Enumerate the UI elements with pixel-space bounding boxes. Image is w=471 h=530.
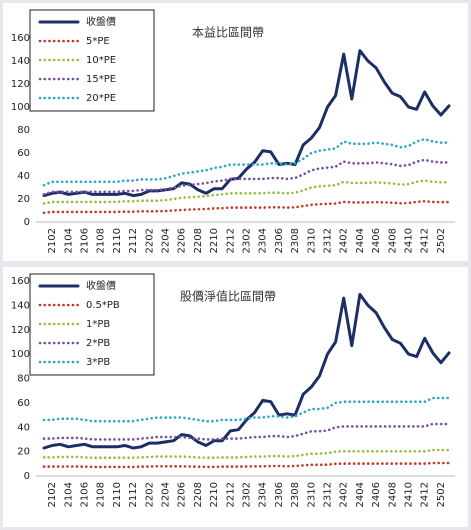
series-line — [42, 461, 451, 469]
x-tick-label: 2212 — [225, 482, 236, 507]
y-tick-label: 20 — [17, 194, 30, 205]
x-tick-label: 2204 — [161, 482, 172, 507]
x-tick-label: 2502 — [436, 228, 447, 253]
y-tick-label: 140 — [11, 300, 30, 311]
x-tick-label: 2306 — [274, 482, 285, 507]
series-line — [42, 292, 451, 450]
x-tick-label: 2104 — [63, 228, 74, 253]
x-tick-label: 2112 — [128, 482, 139, 507]
x-tick-label: 2412 — [420, 482, 431, 507]
x-tick-label: 2302 — [242, 482, 253, 507]
x-tick-label: 2308 — [290, 482, 301, 507]
x-tick-label: 2406 — [371, 228, 382, 253]
x-tick-label: 2210 — [209, 482, 220, 507]
x-tick-label: 2404 — [355, 228, 366, 253]
x-tick-label: 2308 — [290, 228, 301, 253]
legend-label: 收盤價 — [86, 279, 116, 292]
y-tick-label: 120 — [11, 325, 30, 336]
x-tick-label: 2410 — [404, 482, 415, 507]
x-tick-label: 2206 — [177, 482, 188, 507]
x-tick-label: 2202 — [144, 228, 155, 253]
x-tick-label: 2410 — [404, 228, 415, 253]
y-tick-label: 40 — [17, 422, 30, 433]
x-tick-label: 2204 — [161, 228, 172, 253]
legend-label: 2*PB — [86, 338, 110, 349]
y-tick-label: 60 — [17, 148, 30, 159]
x-tick-label: 2312 — [323, 228, 334, 253]
x-tick-label: 2310 — [306, 482, 317, 507]
legend-label: 15*PE — [86, 74, 116, 85]
y-tick-label: 0 — [24, 217, 30, 228]
y-tick-label: 160 — [11, 276, 30, 287]
x-tick-label: 2412 — [420, 228, 431, 253]
legend-label: 10*PE — [86, 55, 116, 66]
y-tick-label: 20 — [17, 447, 30, 458]
series-line — [42, 179, 451, 205]
legend-label: 收盤價 — [86, 15, 116, 28]
series-line — [42, 137, 451, 187]
y-tick-label: 60 — [17, 398, 30, 409]
legend-label: 1*PB — [86, 319, 110, 330]
x-tick-label: 2202 — [144, 482, 155, 507]
x-tick-label: 2304 — [258, 228, 269, 253]
x-tick-label: 2312 — [323, 482, 334, 507]
x-tick-label: 2108 — [96, 228, 107, 253]
x-tick-label: 2408 — [387, 482, 398, 507]
x-tick-label: 2406 — [371, 482, 382, 507]
x-tick-label: 2302 — [242, 228, 253, 253]
x-tick-label: 2106 — [80, 482, 91, 507]
y-tick-label: 80 — [17, 374, 30, 385]
series-line — [42, 448, 451, 459]
x-tick-label: 2104 — [63, 482, 74, 507]
y-tick-label: 100 — [11, 102, 30, 113]
series-line — [42, 158, 451, 196]
x-tick-label: 2102 — [47, 228, 58, 253]
series-line — [42, 200, 451, 215]
y-tick-label: 0 — [24, 471, 30, 482]
x-tick-label: 2106 — [80, 228, 91, 253]
legend-label: 20*PE — [86, 93, 116, 104]
y-tick-label: 80 — [17, 125, 30, 136]
x-tick-label: 2408 — [387, 228, 398, 253]
x-tick-label: 2110 — [112, 228, 123, 253]
chart-title: 股價淨值比區間帶 — [180, 289, 276, 304]
x-tick-label: 2502 — [436, 482, 447, 507]
legend-label: 0.5*PB — [86, 300, 120, 311]
x-tick-label: 2210 — [209, 228, 220, 253]
x-tick-label: 2108 — [96, 482, 107, 507]
x-tick-label: 2208 — [193, 482, 204, 507]
series-line — [42, 396, 451, 423]
x-tick-label: 2402 — [339, 482, 350, 507]
x-tick-label: 2112 — [128, 228, 139, 253]
x-tick-label: 2102 — [47, 482, 58, 507]
chart-title: 本益比區間帶 — [192, 26, 264, 40]
series-line — [42, 422, 451, 441]
y-tick-label: 160 — [11, 33, 30, 44]
legend-label: 5*PE — [86, 36, 110, 47]
y-tick-label: 120 — [11, 79, 30, 90]
x-tick-label: 2402 — [339, 228, 350, 253]
x-tick-label: 2206 — [177, 228, 188, 253]
y-tick-label: 40 — [17, 171, 30, 182]
y-tick-label: 140 — [11, 56, 30, 67]
x-tick-label: 2208 — [193, 228, 204, 253]
series-line — [42, 49, 451, 198]
x-tick-label: 2110 — [112, 482, 123, 507]
x-tick-label: 2310 — [306, 228, 317, 253]
x-tick-label: 2404 — [355, 482, 366, 507]
x-tick-label: 2304 — [258, 482, 269, 507]
legend-label: 3*PB — [86, 357, 110, 368]
y-tick-label: 100 — [11, 349, 30, 360]
x-tick-label: 2212 — [225, 228, 236, 253]
x-tick-label: 2306 — [274, 228, 285, 253]
